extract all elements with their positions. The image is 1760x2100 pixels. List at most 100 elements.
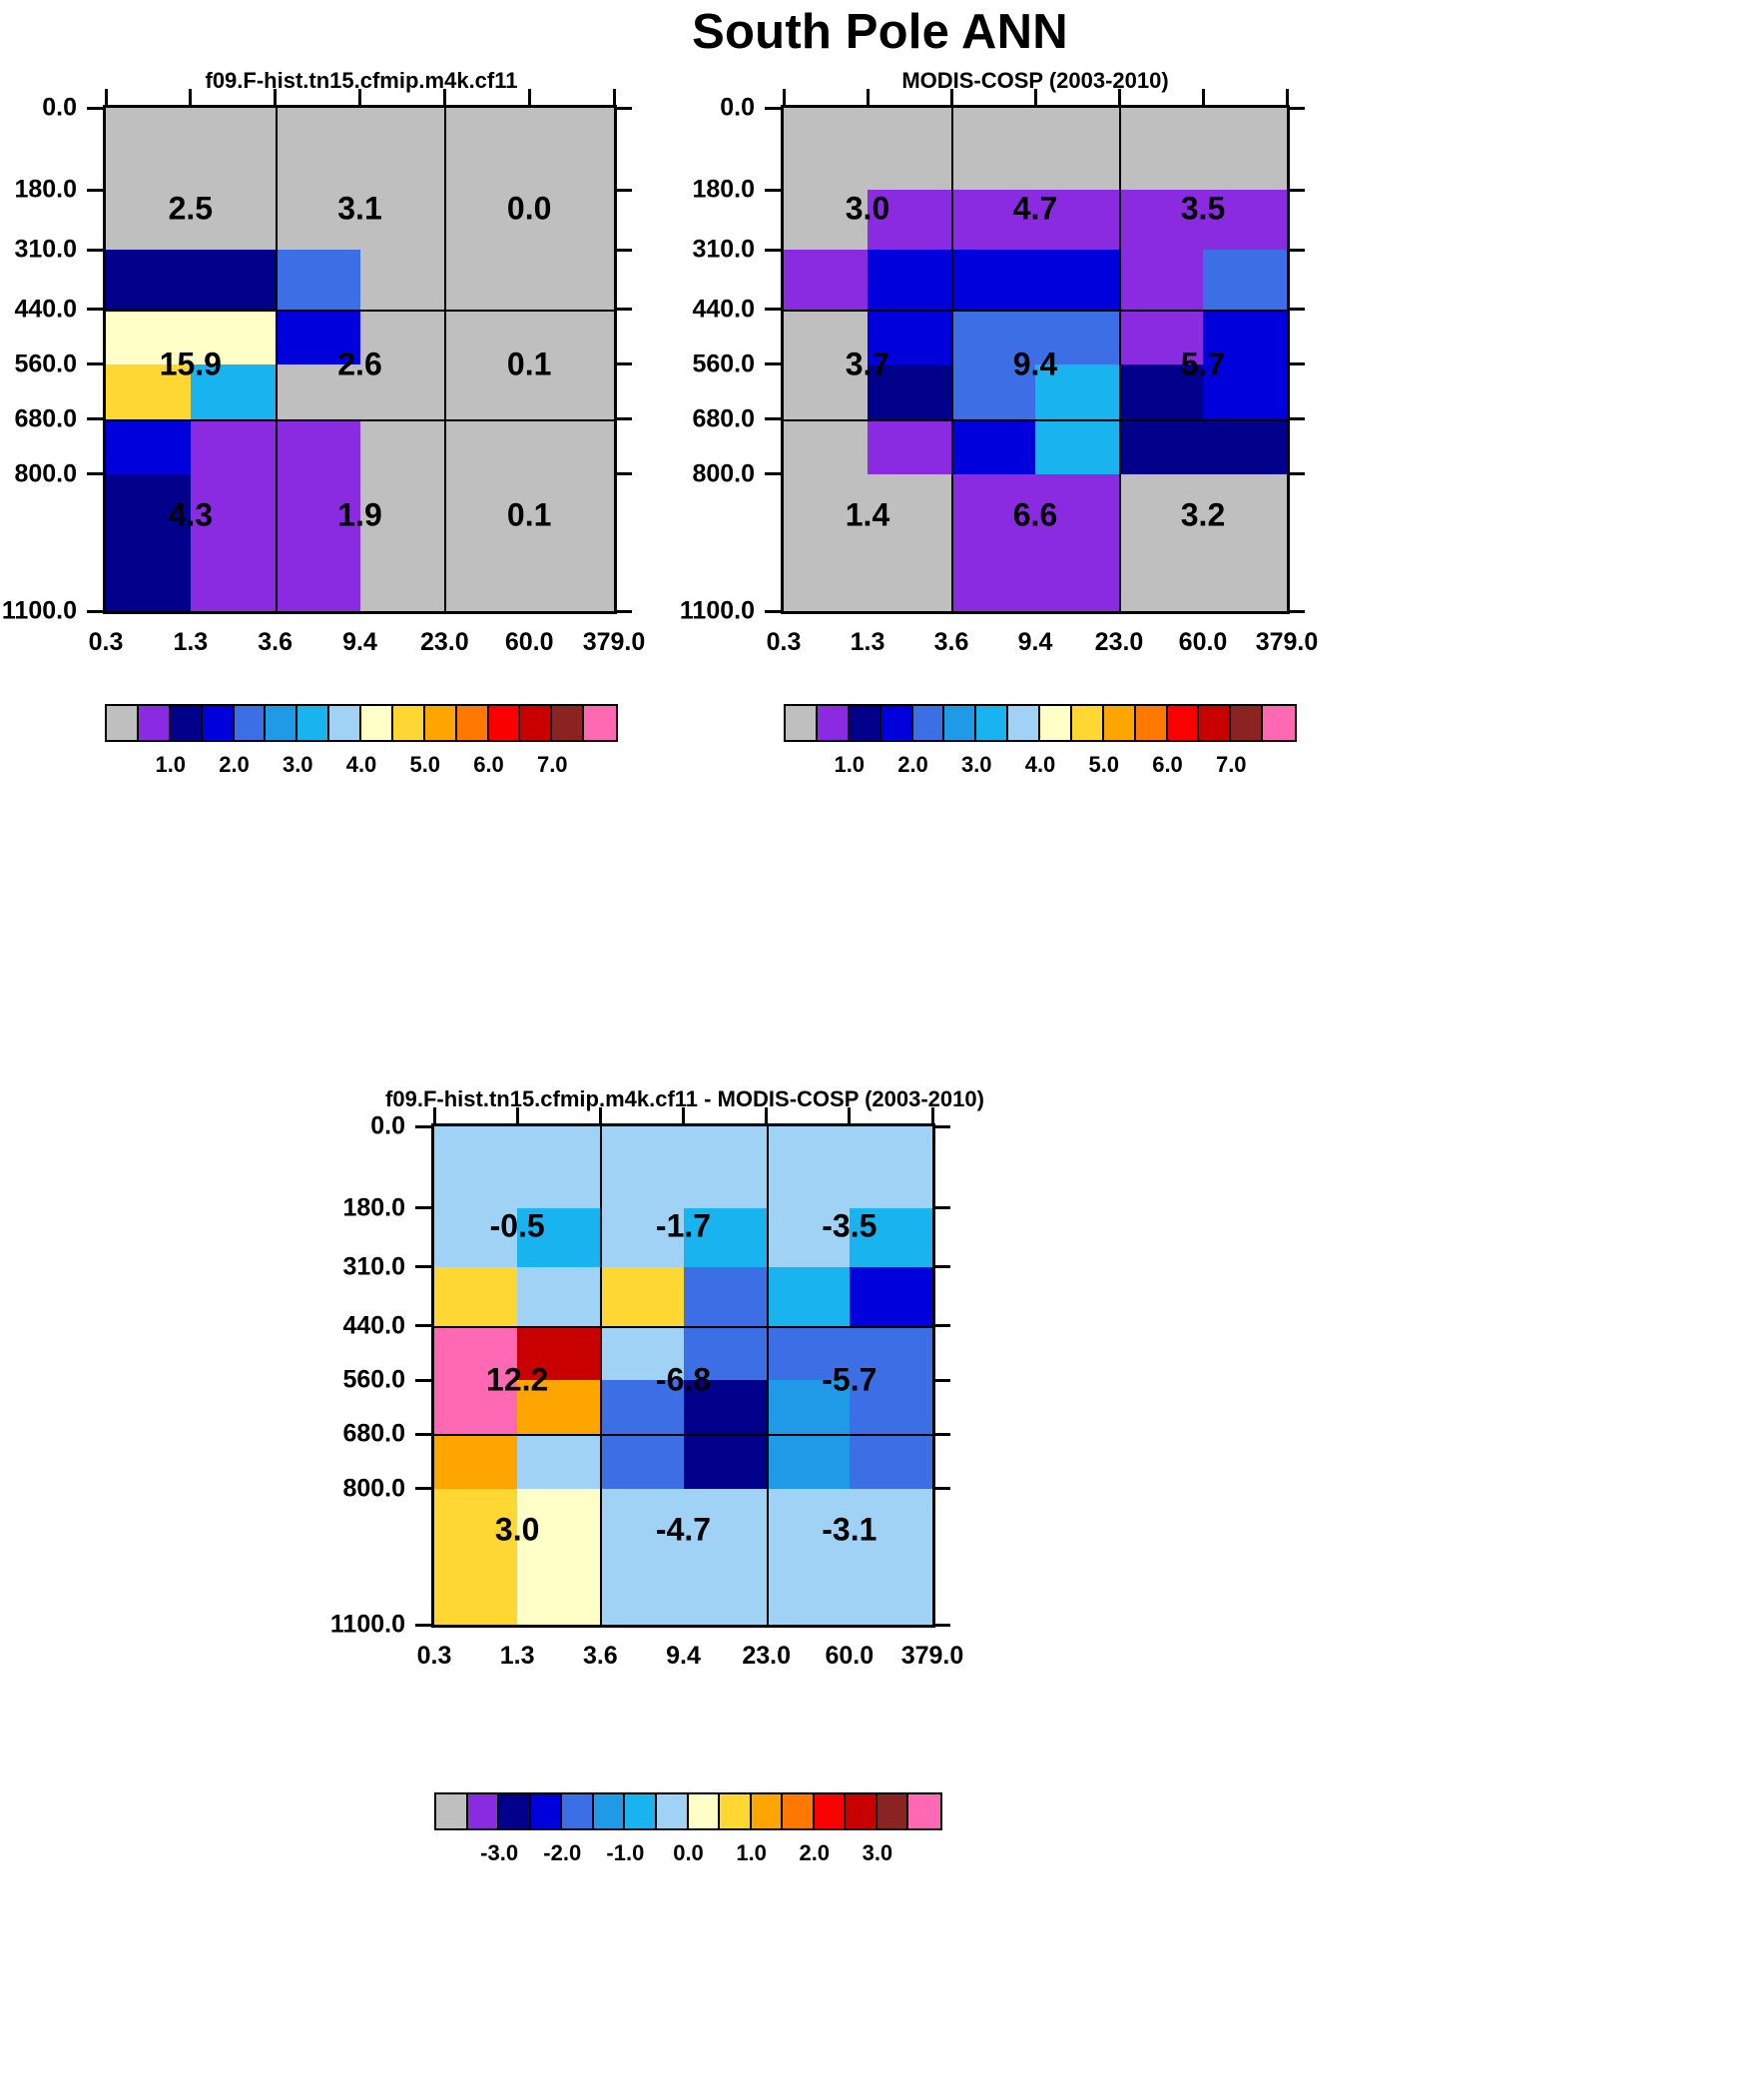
x-axis-label: 9.4 <box>342 628 377 656</box>
y-axis-label: 560.0 <box>342 1365 405 1394</box>
y-axis-tick <box>87 417 103 421</box>
heatmap-cell <box>849 1126 932 1209</box>
heatmap-cell <box>1203 108 1287 192</box>
cell-value-label: -5.7 <box>822 1361 878 1398</box>
plot-area-model: 2.5 3.1 0.0 15.9 2.6 0.1 4.3 1.9 0.1 <box>103 105 617 614</box>
x-axis-tick <box>527 89 531 105</box>
cell-value-label: -6.8 <box>655 1361 712 1398</box>
y-axis-tick <box>765 308 781 312</box>
heatmap-cell <box>951 473 1036 611</box>
x-axis-label: 23.0 <box>1094 628 1144 656</box>
x-axis-label: 23.0 <box>742 1642 791 1670</box>
y-axis-tick-right <box>935 1623 950 1627</box>
cell-value-label: 4.3 <box>168 496 214 533</box>
x-axis-tick <box>1033 89 1037 105</box>
heatmap-cell <box>951 363 1036 420</box>
heatmap-cell <box>849 1434 932 1490</box>
cell-value-label: 6.6 <box>1012 496 1058 533</box>
colorbar-swatch <box>720 1794 752 1828</box>
x-axis-label: 9.4 <box>1017 628 1053 656</box>
heatmap-cell <box>106 190 192 251</box>
heatmap-cell <box>1203 250 1287 311</box>
x-axis-label: 1.3 <box>499 1642 535 1670</box>
cell-value-label: 5.7 <box>1180 346 1226 382</box>
y-axis-tick <box>765 472 781 476</box>
cell-value-label: 2.6 <box>337 346 382 382</box>
cell-value-label: 3.0 <box>845 190 890 227</box>
heatmap-cell <box>529 363 614 420</box>
colorbar-swatch <box>488 706 521 740</box>
heatmap-cell <box>275 250 361 311</box>
colorbar-strip <box>434 1792 942 1830</box>
heatmap-cell <box>106 473 192 611</box>
x-axis-label: 3.6 <box>582 1642 618 1670</box>
colorbar-swatch <box>202 706 235 740</box>
cell-value-label: 15.9 <box>159 346 222 382</box>
cell-value-label: 12.2 <box>486 1361 549 1398</box>
heatmap-cell <box>683 1488 768 1625</box>
cell-value-label: 0.1 <box>506 346 552 382</box>
heatmap-cell <box>1035 309 1120 365</box>
heatmap-cells-diff <box>434 1126 932 1625</box>
colorbar-tick-label: 1.0 <box>155 752 187 777</box>
heatmap-cell <box>444 108 530 192</box>
colorbar-tick-label: 0.0 <box>673 1840 704 1865</box>
x-axis-label: 3.6 <box>258 628 293 656</box>
heatmap-cell <box>868 363 952 420</box>
heatmap-cell <box>434 1325 518 1381</box>
cell-value-label: 3.7 <box>845 346 890 382</box>
y-axis-tick-right <box>935 1124 950 1128</box>
heatmap-cell <box>434 1380 518 1436</box>
cell-value-label: -1.7 <box>655 1207 712 1244</box>
colorbar-tick-label: 2.0 <box>799 1840 831 1865</box>
grid-divider-vertical <box>275 108 278 611</box>
y-axis-label: 440.0 <box>342 1311 405 1340</box>
colorbar-swatch <box>688 1794 721 1828</box>
y-axis-label: 680.0 <box>14 404 77 433</box>
heatmap-cell <box>784 190 869 251</box>
heatmap-cell <box>1119 363 1204 420</box>
heatmap-cell <box>784 473 869 611</box>
y-axis-tick <box>415 1265 431 1269</box>
y-axis-tick-right <box>935 1487 950 1491</box>
heatmap-cell <box>951 108 1036 192</box>
cell-value-label: -3.1 <box>822 1511 878 1548</box>
y-axis-label: 180.0 <box>692 175 755 204</box>
cell-value-label: 9.4 <box>1012 346 1058 382</box>
colorbar-swatch <box>817 706 850 740</box>
colorbar-tick-label: 7.0 <box>536 752 568 777</box>
heatmap-cell <box>359 473 445 611</box>
y-axis-tick-right <box>935 1378 950 1382</box>
heatmap-cell <box>1203 418 1287 475</box>
heatmap-cell <box>190 190 277 251</box>
y-axis-tick <box>87 106 103 110</box>
colorbar-swatch <box>107 706 139 740</box>
colorbar-swatch <box>751 1794 784 1828</box>
colorbar-swatch <box>467 1794 500 1828</box>
colorbar-swatch <box>361 706 393 740</box>
colorbar-tick-label: 3.0 <box>960 752 992 777</box>
colorbar-tick-label: 7.0 <box>1215 752 1247 777</box>
colorbar-strip <box>105 704 618 742</box>
y-axis-tick-right <box>1290 417 1305 421</box>
cell-value-label: 1.9 <box>337 496 382 533</box>
heatmap-cell <box>849 1488 932 1625</box>
heatmap-cell <box>784 363 869 420</box>
y-axis-tick-right <box>935 1324 950 1328</box>
x-axis-label: 60.0 <box>1178 628 1228 656</box>
colorbar-tick-label: 3.0 <box>282 752 313 777</box>
x-axis-tick <box>274 89 278 105</box>
heatmap-cell <box>1035 250 1120 311</box>
heatmap-cell <box>766 1266 851 1327</box>
y-axis-label: 0.0 <box>42 93 77 122</box>
colorbar-swatch <box>170 706 203 740</box>
y-axis-tick-right <box>617 106 632 110</box>
colorbar-swatch <box>499 1794 531 1828</box>
y-axis-label: 0.0 <box>370 1111 405 1140</box>
heatmap-cell <box>683 1434 768 1490</box>
heatmap-cell <box>784 309 869 365</box>
colorbar-tick-label: -1.0 <box>606 1840 645 1865</box>
y-axis-tick <box>765 417 781 421</box>
y-axis-tick <box>415 1378 431 1382</box>
heatmap-cell <box>600 1207 685 1268</box>
